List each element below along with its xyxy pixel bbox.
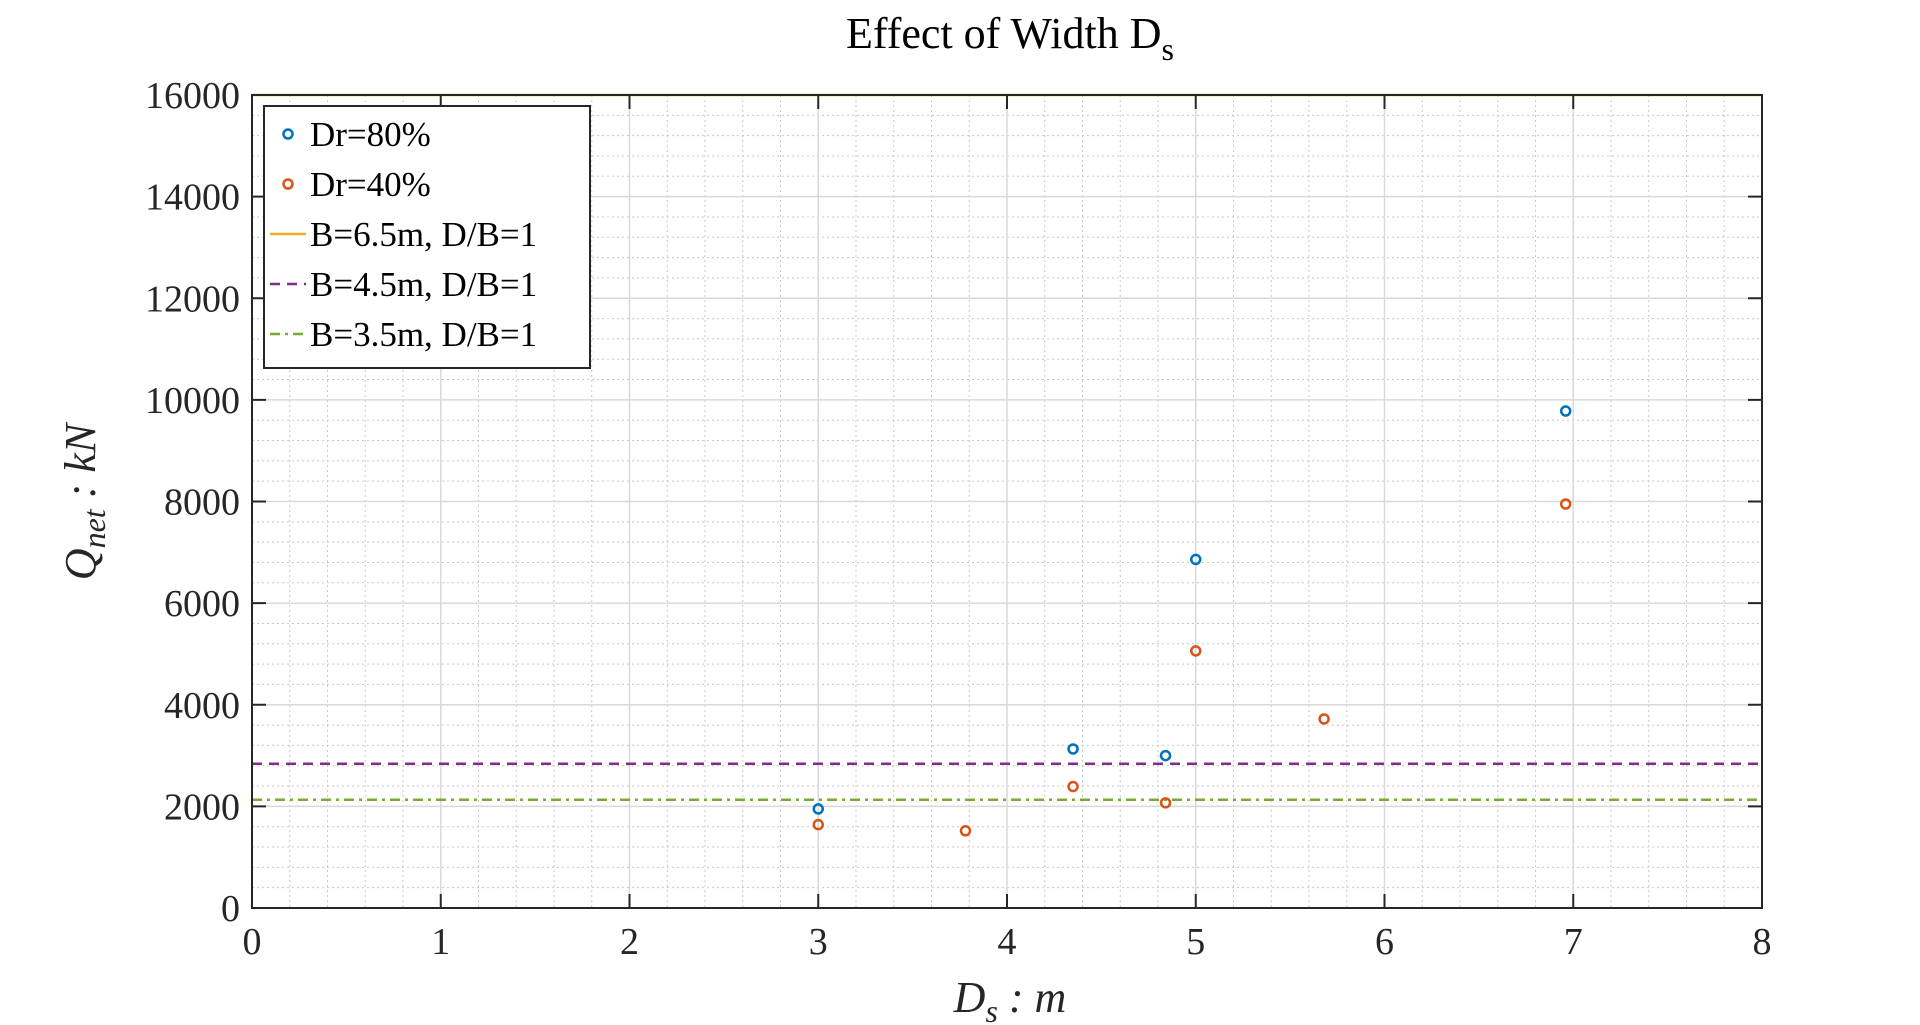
- y-tick-label: 14000: [145, 177, 240, 219]
- scatter-point: [812, 803, 824, 815]
- x-tick-label: 2: [620, 921, 639, 963]
- legend-marker: [282, 128, 294, 140]
- scatter-point: [1190, 645, 1202, 657]
- scatter-point: [1159, 797, 1172, 809]
- scatter-point: [959, 825, 972, 837]
- x-axis-label-main: D: [953, 973, 986, 1022]
- y-tick-label: 4000: [164, 685, 240, 727]
- y-tick-label: 6000: [164, 583, 240, 625]
- x-tick-label: 7: [1564, 921, 1583, 963]
- scatter-point: [1067, 743, 1079, 755]
- scatter-point: [1067, 780, 1079, 793]
- x-axis-label: Ds : m: [953, 973, 1067, 1025]
- y-tick-label: 2000: [164, 786, 240, 828]
- y-axis-label-suffix: : kN: [56, 421, 105, 509]
- y-axis-label: Qnet : kN: [56, 421, 112, 580]
- chart-title: Effect of Width Ds: [846, 9, 1174, 67]
- y-tick-label: 16000: [145, 75, 240, 117]
- x-tick-label: 5: [1186, 921, 1205, 963]
- x-axis-label-sub: s: [985, 993, 997, 1025]
- scatter-point: [1190, 553, 1202, 566]
- scatter-point: [1159, 749, 1172, 762]
- scatter-point: [1318, 713, 1330, 725]
- x-tick-label: 0: [243, 921, 262, 963]
- scatter-point: [812, 818, 824, 831]
- x-axis-label-suffix: : m: [998, 973, 1066, 1022]
- y-axis-label-main: Q: [56, 548, 105, 580]
- legend-box: [263, 105, 591, 369]
- y-axis-label-sub: net: [76, 508, 112, 548]
- legend: Dr=80% Dr=40% B=6.5m, D/B=1 B=4.5m, D/B=1 B=…: [263, 105, 591, 369]
- y-tick-label: 10000: [145, 380, 240, 422]
- legend-marker: [282, 178, 294, 190]
- legend-entry-label: B=6.5m, D/B=1: [310, 215, 537, 254]
- legend-entry-label: B=3.5m, D/B=1: [310, 315, 537, 354]
- x-tick-label: 1: [431, 921, 450, 963]
- y-tick-label: 0: [221, 888, 240, 930]
- tick-marks: [251, 94, 1763, 909]
- x-tick-labels: 0 1 2 3 4 5 6 7 8: [243, 921, 1772, 963]
- chart-title-subscript: s: [1162, 31, 1174, 67]
- chart-title-main: Effect of Width D: [846, 9, 1162, 58]
- x-tick-label: 4: [998, 921, 1017, 963]
- x-tick-label: 3: [809, 921, 828, 963]
- scatter-point: [1559, 405, 1572, 417]
- y-tick-labels: 0 2000 4000 6000 8000 10000 12000 14000 16000: [145, 75, 240, 930]
- y-tick-label: 12000: [145, 278, 240, 320]
- x-tick-label: 6: [1375, 921, 1394, 963]
- legend-entry-label: Dr=40%: [310, 165, 431, 204]
- scatter-point: [1559, 498, 1572, 510]
- data-points: [812, 405, 1572, 837]
- y-tick-label: 8000: [164, 482, 240, 524]
- legend-entry-label: B=4.5m, D/B=1: [310, 265, 537, 304]
- legend-entry-label: Dr=80%: [310, 115, 431, 154]
- x-tick-label: 8: [1753, 921, 1772, 963]
